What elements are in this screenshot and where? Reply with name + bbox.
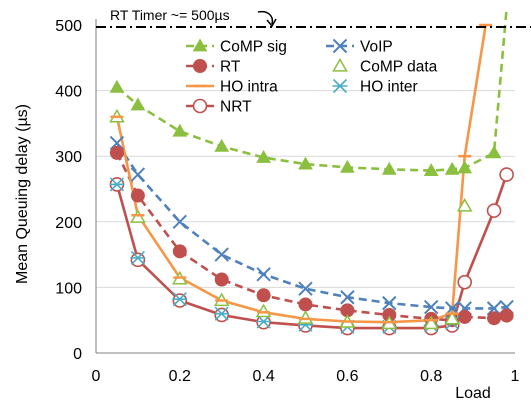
legend-label: VoIP [360,39,393,56]
legend-item: HO inter [332,78,418,96]
asterisk-marker [130,250,146,265]
x-marker [298,281,313,296]
triangle-marker [298,156,313,170]
arrow-icon [257,10,274,25]
open-triangle-marker [456,198,473,212]
asterisk-marker [109,177,125,192]
y-axis-title: Mean Queuing delay (µs) [14,104,31,284]
legend-item: HO intra [186,79,278,96]
circle-marker [109,145,124,160]
triangle-marker [109,79,125,93]
series-line [116,8,508,172]
rt-timer-annotation: RT Timer ~= 500µs [96,7,531,28]
legend-label: NRT [220,99,252,116]
circle-marker [214,272,229,287]
x-tick-label: 0 [92,368,101,385]
circle-marker [487,311,502,326]
circle-marker [298,297,313,312]
open-circle-marker [130,252,146,268]
x-marker [172,214,188,230]
triangle-marker [172,123,188,137]
series-line [115,24,487,324]
x-axis-title: Load [455,385,491,402]
legend-item: NRT [186,99,252,116]
triangle-marker [381,161,397,175]
x-marker [340,290,355,305]
legend-item: RT [186,59,241,76]
circle-marker [499,308,514,323]
x-tick-label: 0.2 [169,368,191,385]
x-marker [130,167,146,182]
axes: 0 100 200 300 400 500 0 0.2 0.4 0.6 0.8 1 Load Mean Q… [14,18,520,402]
y-tick-label: 0 [73,346,82,363]
gridlines [96,90,515,288]
circle-marker [130,188,145,203]
asterisk-marker [172,292,188,307]
triangle-marker [444,161,460,175]
arrow-head-icon [266,18,277,28]
y-tick-label: 100 [55,280,82,297]
triangle-marker [486,145,502,159]
legend-label: CoMP data [360,59,438,76]
legend-label: RT [220,59,241,76]
open-triangle-marker [255,303,272,318]
circle-marker [256,288,271,303]
open-circle-marker [457,274,473,290]
legend: CoMP sig VoIP RT CoMP data HO intra HO inter N… [186,38,438,116]
x-marker [109,135,125,151]
triangle-marker [256,150,271,163]
triangle-marker [192,38,208,52]
x-marker [382,295,397,311]
circle-marker [193,59,207,73]
rt-timer-label: RT Timer ~= 500µs [110,7,230,23]
open-circle-marker [192,98,208,114]
x-tick-label: 0.6 [336,368,358,385]
x-tick-label: 1 [511,368,520,385]
open-triangle-marker [444,310,460,325]
x-marker [256,267,271,282]
triangle-marker [457,160,473,174]
open-circle-marker [486,203,502,218]
x-marker [486,301,502,316]
y-tick-label: 300 [55,149,82,166]
y-tick-label: 500 [55,18,82,35]
open-triangle-marker [423,315,439,330]
open-circle-marker [499,167,514,182]
triangle-marker [340,159,355,173]
legend-item: CoMP data [332,57,438,76]
asterisk-marker [332,78,348,94]
open-circle-marker [172,293,188,308]
legend-label: HO intra [220,79,278,96]
legend-item: CoMP sig [186,38,287,56]
open-triangle-marker [297,310,314,324]
x-marker [214,247,229,262]
triangle-marker [423,163,439,177]
x-tick-label: 0.8 [420,368,442,385]
open-circle-marker [214,307,229,323]
x-marker [332,38,348,54]
circle-marker [457,309,472,324]
open-triangle-marker [332,57,348,72]
legend-item: VoIP [326,39,393,56]
asterisk-marker [214,306,230,321]
triangle-marker [130,97,146,111]
legend-label: CoMP sig [220,39,287,56]
circle-marker [172,244,187,259]
x-tick-label: 0.4 [252,368,274,385]
legend-label: HO inter [360,79,418,96]
y-tick-label: 400 [55,84,82,101]
x-marker [423,299,439,315]
y-tick-label: 200 [55,215,82,232]
series-group [109,8,514,336]
triangle-marker [214,138,230,152]
